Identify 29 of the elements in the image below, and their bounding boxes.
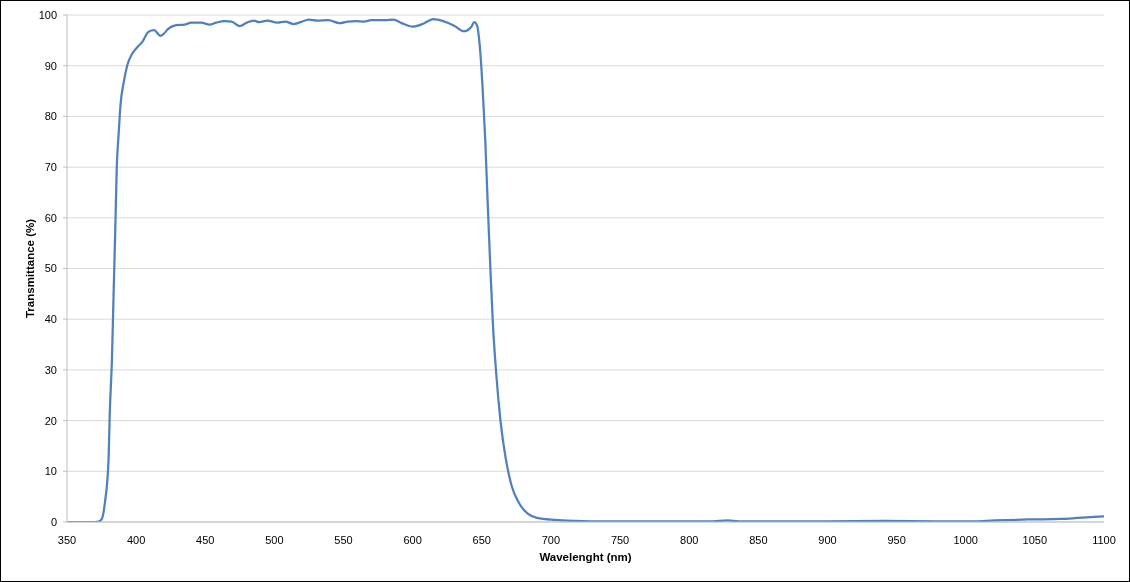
y-tick-label: 0 — [50, 515, 57, 528]
x-tick-label: 400 — [126, 533, 146, 546]
x-tick-label: 850 — [749, 533, 768, 546]
x-tick-label: 950 — [887, 533, 906, 546]
y-tick-label: 40 — [44, 313, 57, 326]
x-tick-label: 700 — [541, 533, 561, 546]
y-tick-label: 30 — [44, 363, 57, 376]
y-tick-label: 60 — [44, 211, 57, 224]
x-tick-label: 800 — [680, 533, 699, 546]
y-tick-label: 80 — [44, 110, 57, 123]
x-axis-title: Wavelenght (nm) — [539, 551, 632, 564]
x-tick-label: 650 — [472, 533, 491, 546]
y-tick-label: 50 — [44, 262, 57, 275]
x-tick-label: 750 — [610, 533, 630, 546]
x-tick-label: 1100 — [1092, 533, 1116, 546]
x-tick-label: 350 — [57, 533, 77, 546]
x-tick-label: 900 — [818, 533, 837, 546]
y-tick-label: 90 — [44, 59, 57, 72]
x-tick-label: 450 — [196, 533, 215, 546]
y-tick-label: 10 — [44, 465, 57, 478]
x-tick-label: 500 — [265, 533, 284, 546]
x-tick-label: 600 — [403, 533, 422, 546]
y-tick-label: 100 — [38, 8, 57, 21]
x-tick-label: 1000 — [953, 533, 978, 546]
x-tick-label: 550 — [334, 533, 353, 546]
y-tick-label: 20 — [44, 414, 57, 427]
y-axis-title: Transmittance (%) — [24, 218, 37, 319]
x-tick-label: 1050 — [1022, 533, 1048, 546]
y-tick-label: 70 — [44, 161, 57, 174]
